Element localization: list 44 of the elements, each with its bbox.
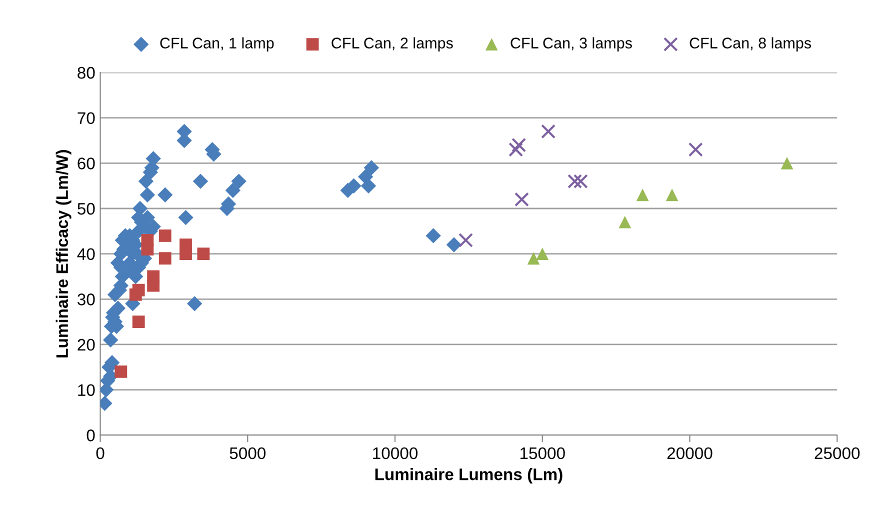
y-tick-label: 60 <box>78 158 95 170</box>
point <box>158 252 172 265</box>
point <box>512 138 526 152</box>
point <box>114 365 128 378</box>
point <box>618 216 632 228</box>
point <box>141 234 154 246</box>
point <box>541 124 556 139</box>
point <box>458 232 474 248</box>
legend-label: CFL Can, 8 lamps <box>690 37 812 52</box>
y-tick-label: 0 <box>86 430 95 442</box>
point <box>158 229 172 242</box>
point <box>636 188 649 202</box>
y-tick-label: 80 <box>78 66 95 79</box>
y-tick-label: 50 <box>78 202 95 215</box>
point <box>573 174 588 189</box>
point <box>568 174 582 189</box>
legend-label: CFL Can, 1 lamp <box>160 37 274 52</box>
point <box>132 284 145 296</box>
point <box>536 248 549 260</box>
point <box>508 142 524 157</box>
x-tick-label: 20000 <box>667 447 712 460</box>
point <box>780 156 794 170</box>
point <box>147 279 160 292</box>
x-tick-label: 10000 <box>373 447 418 460</box>
point <box>688 142 703 157</box>
point <box>666 188 678 202</box>
point <box>197 248 210 260</box>
x-tick-label: 15000 <box>520 447 565 460</box>
y-tick-label: 20 <box>78 338 95 351</box>
x-tick-label: 25000 <box>814 447 860 460</box>
y-tick-label: 10 <box>78 384 95 396</box>
legend-label: CFL Can, 3 lamps <box>510 37 632 52</box>
y-axis-title: Luminaire Efficacy (Lm/W) <box>56 150 72 358</box>
x-tick-label: 0 <box>96 447 104 460</box>
y-tick-label: 40 <box>77 248 95 260</box>
point <box>514 192 530 207</box>
point <box>132 316 145 328</box>
point <box>527 252 540 265</box>
legend-label: CFL Can, 2 lamps <box>332 37 453 52</box>
x-tick-label: 5000 <box>230 447 266 460</box>
point <box>180 248 192 260</box>
x-axis-title: Luminaire Lumens (Lm) <box>375 468 562 484</box>
y-tick-label: 70 <box>78 112 95 124</box>
y-tick-label: 30 <box>78 294 95 306</box>
